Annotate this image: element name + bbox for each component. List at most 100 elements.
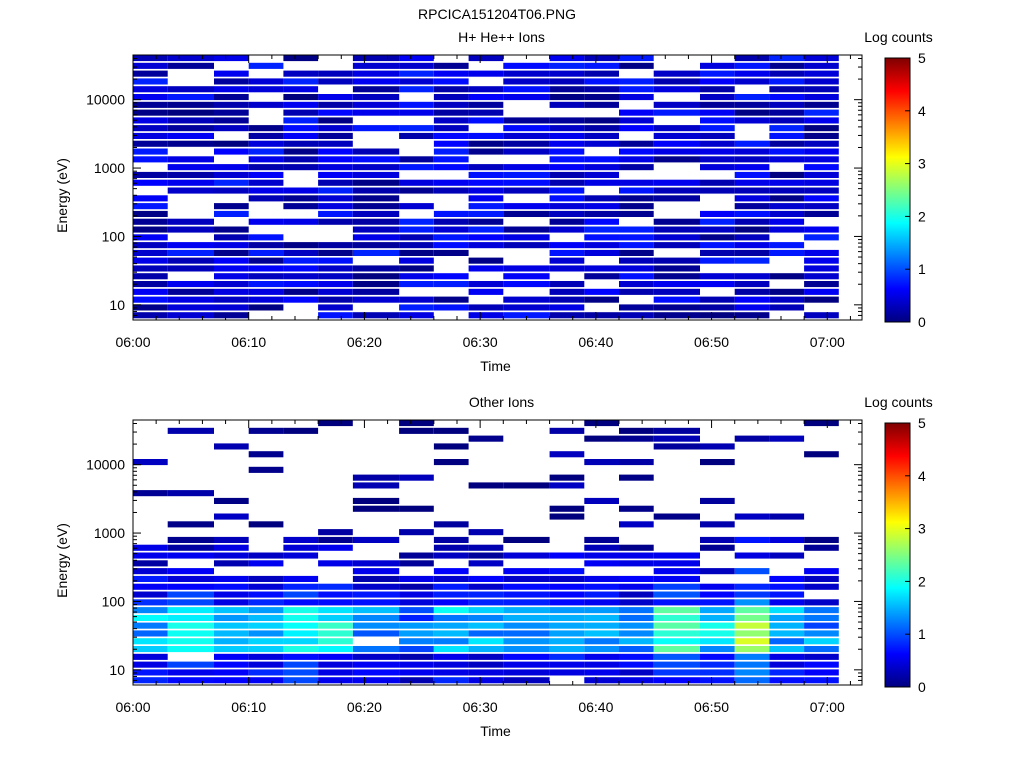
heatmap-cell	[214, 630, 249, 637]
heatmap-cell	[318, 132, 353, 139]
heatmap-cell	[503, 273, 550, 280]
heatmap-cell	[167, 630, 214, 637]
heatmap-cell	[468, 435, 504, 442]
heatmap-cell	[214, 249, 249, 256]
heatmap-cell	[503, 234, 550, 241]
heatmap-cell	[653, 273, 700, 280]
heatmap-cell	[804, 646, 839, 653]
heatmap-cell	[619, 575, 654, 582]
heatmap-cell	[283, 125, 319, 132]
heatmap-cell	[248, 575, 284, 582]
heatmap-cell	[804, 622, 839, 629]
heatmap-cell	[804, 109, 839, 116]
heatmap-cell	[399, 599, 434, 606]
heatmap-cell	[399, 575, 434, 582]
x-tick-label: 06:20	[347, 699, 382, 715]
heatmap-cell	[700, 281, 735, 288]
heatmap-cell	[352, 497, 400, 504]
heatmap-cell	[549, 427, 585, 434]
heatmap-cell	[549, 249, 585, 256]
heatmap-cell	[352, 62, 400, 69]
colorbar-tick-label: 0	[918, 679, 926, 695]
heatmap-cell	[133, 622, 168, 629]
heatmap-cell	[769, 125, 805, 132]
x-tick-label: 06:50	[694, 334, 729, 350]
heatmap-cell	[584, 273, 619, 280]
heatmap-cell	[769, 607, 805, 614]
heatmap-cell	[584, 296, 619, 303]
heatmap-cell	[283, 614, 319, 621]
heatmap-cell	[283, 117, 319, 124]
heatmap-cell	[318, 630, 353, 637]
heatmap-cell	[700, 630, 735, 637]
heatmap-cell	[352, 288, 400, 295]
heatmap-cell	[769, 78, 805, 85]
heatmap-cell	[734, 257, 770, 264]
heatmap-cell	[804, 661, 839, 668]
heatmap-cell	[318, 304, 353, 311]
heatmap-cell	[734, 210, 770, 217]
heatmap-cell	[433, 669, 469, 676]
heatmap-cell	[167, 226, 214, 233]
heatmap-cell	[734, 288, 770, 295]
heatmap-cell	[734, 568, 770, 575]
heatmap-cell	[734, 148, 770, 155]
heatmap-cell	[283, 599, 319, 606]
heatmap-cell	[769, 156, 805, 163]
heatmap-cell	[468, 281, 504, 288]
heatmap-cell	[133, 265, 168, 272]
heatmap-cell	[248, 249, 284, 256]
y-axis-label: Energy (eV)	[54, 158, 70, 233]
heatmap-cell	[318, 171, 353, 178]
heatmap-cell	[584, 55, 619, 62]
heatmap-cell	[804, 210, 839, 217]
heatmap-cell	[769, 575, 805, 582]
heatmap-cell	[804, 164, 839, 171]
heatmap-cell	[248, 265, 284, 272]
heatmap-cell	[653, 148, 700, 155]
heatmap-cell	[653, 265, 700, 272]
heatmap-cell	[433, 661, 469, 668]
heatmap-cell	[468, 203, 504, 210]
heatmap-cell	[248, 148, 284, 155]
heatmap-cell	[248, 86, 284, 93]
heatmap-cell	[584, 669, 619, 676]
heatmap-cell	[700, 179, 735, 186]
heatmap-cell	[584, 62, 619, 69]
heatmap-cell	[653, 281, 700, 288]
heatmap-cell	[804, 62, 839, 69]
heatmap-cell	[653, 638, 700, 645]
heatmap-cell	[399, 583, 434, 590]
heatmap-cell	[549, 117, 585, 124]
heatmap-cell	[468, 607, 504, 614]
heatmap-cell	[283, 249, 319, 256]
heatmap-cell	[167, 591, 214, 598]
heatmap-cell	[804, 536, 839, 543]
heatmap-cell	[352, 55, 400, 62]
heatmap-cell	[133, 575, 168, 582]
heatmap-cell	[619, 661, 654, 668]
heatmap-cell	[433, 164, 469, 171]
heatmap-cell	[769, 94, 805, 101]
heatmap-cell	[549, 156, 585, 163]
heatmap-cell	[804, 55, 839, 62]
heatmap-cell	[318, 646, 353, 653]
heatmap-cell	[399, 203, 434, 210]
heatmap-cell	[248, 281, 284, 288]
heatmap-cell	[468, 614, 504, 621]
heatmap-cell	[433, 544, 469, 551]
heatmap-cell	[734, 70, 770, 77]
heatmap-cell	[352, 249, 400, 256]
heatmap-cell	[399, 179, 434, 186]
heatmap-cell	[549, 94, 585, 101]
heatmap-cell	[584, 599, 619, 606]
heatmap-cell	[804, 125, 839, 132]
heatmap-cell	[653, 140, 700, 147]
heatmap-cell	[352, 661, 400, 668]
heatmap-cell	[619, 273, 654, 280]
heatmap-cell	[619, 521, 654, 528]
heatmap-cell	[549, 101, 585, 108]
heatmap-cell	[653, 195, 700, 202]
heatmap-cell	[734, 583, 770, 590]
heatmap-cell	[433, 599, 469, 606]
